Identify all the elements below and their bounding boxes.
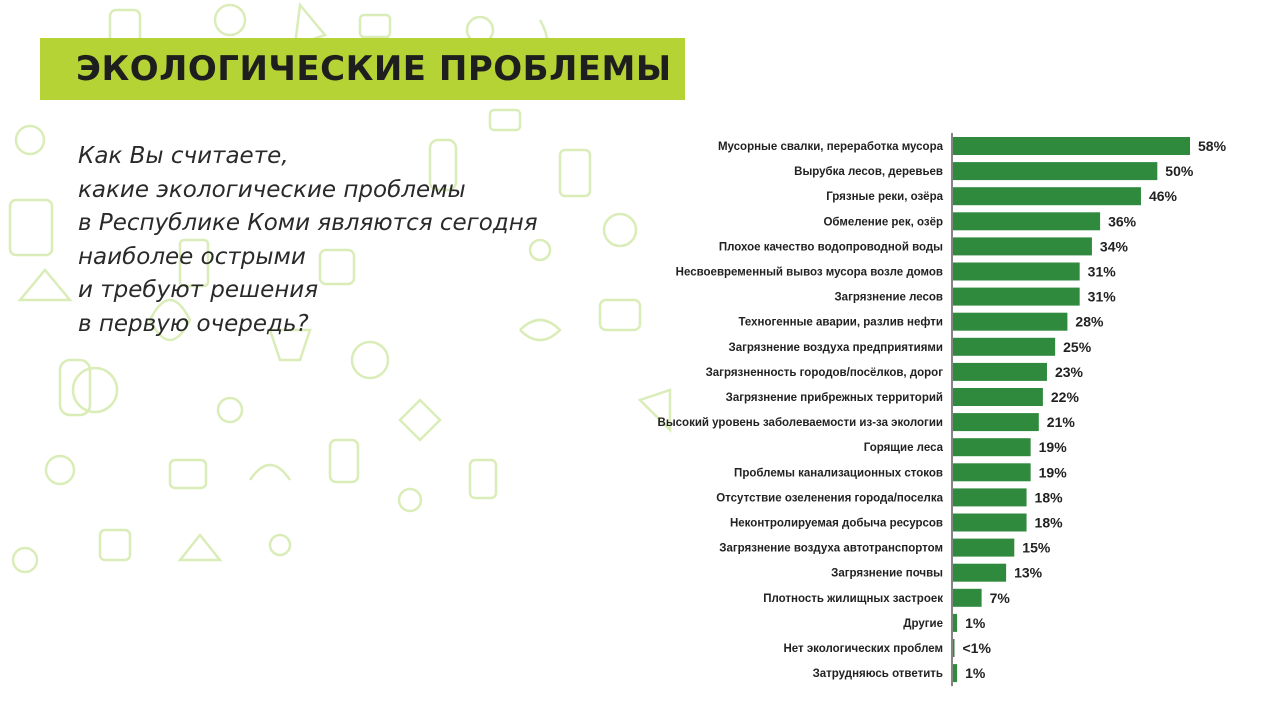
value-label: 22% bbox=[1051, 389, 1080, 405]
value-label: 25% bbox=[1063, 339, 1092, 355]
category-label: Нет экологических проблем bbox=[783, 643, 943, 655]
category-label: Мусорные свалки, переработка мусора bbox=[718, 141, 944, 153]
value-label: 50% bbox=[1165, 163, 1194, 179]
question-line: в Республике Коми являются сегодня bbox=[78, 210, 538, 236]
value-label: 28% bbox=[1075, 314, 1104, 330]
bar-18 bbox=[953, 588, 982, 607]
bar-6 bbox=[953, 287, 1080, 306]
bar-19 bbox=[953, 613, 958, 632]
value-label: 18% bbox=[1035, 515, 1064, 531]
category-label: Несвоевременный вывоз мусора возле домов bbox=[676, 267, 943, 279]
category-label: Загрязнение прибрежных территорий bbox=[726, 392, 943, 404]
value-label: 19% bbox=[1039, 464, 1068, 480]
value-label: 21% bbox=[1047, 414, 1076, 430]
category-label: Горящие леса bbox=[864, 442, 944, 454]
category-label: Загрязнение воздуха автотранспортом bbox=[719, 543, 943, 555]
category-label: Грязные реки, озёра bbox=[826, 191, 943, 203]
category-label: Плохое качество водопроводной воды bbox=[719, 241, 943, 253]
category-label: Обмеление рек, озёр bbox=[823, 216, 943, 228]
category-label: Проблемы канализационных стоков bbox=[734, 467, 943, 479]
category-label: Затрудняюсь ответить bbox=[813, 668, 943, 680]
category-label: Высокий уровень заболеваемости из-за эко… bbox=[658, 417, 943, 429]
value-label: 58% bbox=[1198, 138, 1227, 154]
category-label: Техногенные аварии, разлив нефти bbox=[738, 317, 943, 329]
value-label: 15% bbox=[1022, 540, 1051, 556]
category-label: Загрязнение почвы bbox=[831, 568, 943, 580]
value-label: 23% bbox=[1055, 364, 1084, 380]
question-line: и требуют решения bbox=[78, 277, 319, 303]
bar-3 bbox=[953, 212, 1101, 231]
value-label: 1% bbox=[965, 665, 986, 681]
bar-14 bbox=[953, 488, 1027, 507]
value-label: 7% bbox=[990, 590, 1011, 606]
value-label: 36% bbox=[1108, 213, 1137, 229]
category-label: Плотность жилищных застроек bbox=[763, 593, 943, 605]
bar-21 bbox=[953, 664, 958, 683]
bar-1 bbox=[953, 162, 1158, 181]
survey-question: Как Вы считаете, какие экологические про… bbox=[78, 140, 598, 341]
value-label: 18% bbox=[1035, 489, 1064, 505]
value-label: 1% bbox=[965, 615, 986, 631]
bar-7 bbox=[953, 312, 1068, 331]
bar-0 bbox=[953, 137, 1190, 155]
value-label: 34% bbox=[1100, 238, 1129, 254]
question-line: наиболее острыми bbox=[78, 243, 306, 270]
category-label: Отсутствие озеленения города/поселка bbox=[716, 492, 943, 504]
value-label: 19% bbox=[1039, 439, 1068, 455]
category-label: Другие bbox=[903, 618, 943, 630]
question-line: Как Вы считаете, bbox=[78, 143, 289, 169]
bar-8 bbox=[953, 337, 1056, 356]
category-label: Загрязнение воздуха предприятиями bbox=[728, 342, 943, 354]
category-label: Вырубка лесов, деревьев bbox=[794, 166, 943, 178]
bar-2 bbox=[953, 187, 1141, 206]
bar-9 bbox=[953, 362, 1047, 381]
value-label: <1% bbox=[963, 640, 992, 656]
value-label: 31% bbox=[1088, 264, 1117, 280]
value-label: 13% bbox=[1014, 565, 1043, 581]
title-banner: ЭКОЛОГИЧЕСКИЕ ПРОБЛЕМЫ bbox=[40, 38, 685, 100]
value-label: 31% bbox=[1088, 289, 1117, 305]
bar-10 bbox=[953, 388, 1043, 406]
value-label: 46% bbox=[1149, 188, 1178, 204]
bar-15 bbox=[953, 513, 1027, 532]
category-label: Загрязненность городов/посёлков, дорог bbox=[706, 367, 944, 379]
question-line: в первую очередь? bbox=[78, 310, 309, 337]
bar-13 bbox=[953, 463, 1031, 482]
page-title: ЭКОЛОГИЧЕСКИЕ ПРОБЛЕМЫ bbox=[76, 49, 672, 89]
question-line: какие экологические проблемы bbox=[78, 176, 466, 203]
bar-17 bbox=[953, 563, 1007, 582]
bar-4 bbox=[953, 237, 1092, 256]
bar-20 bbox=[953, 639, 955, 657]
bar-11 bbox=[953, 413, 1039, 432]
category-label: Неконтролируемая добыча ресурсов bbox=[730, 518, 943, 530]
bar-16 bbox=[953, 538, 1015, 557]
bar-12 bbox=[953, 438, 1031, 457]
category-label: Загрязнение лесов bbox=[834, 292, 943, 304]
bar-5 bbox=[953, 262, 1080, 281]
